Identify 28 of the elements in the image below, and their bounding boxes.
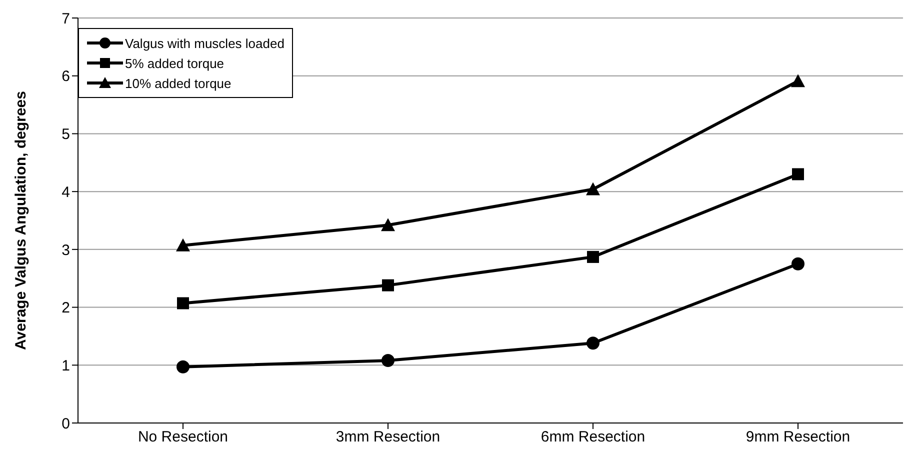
y-tick-label: 1 <box>62 357 70 374</box>
y-tick-label: 4 <box>62 184 70 201</box>
point <box>792 257 804 270</box>
point <box>791 74 805 88</box>
point <box>587 250 599 263</box>
point <box>176 238 190 252</box>
point <box>382 354 394 368</box>
x-tick-label: 6mm Resection <box>540 428 646 446</box>
x-tick-label: 3mm Resection <box>336 428 440 446</box>
point <box>176 360 190 374</box>
y-tick-label: 7 <box>62 10 70 28</box>
y-axis-title: Average Valgus Angulation, degrees <box>12 91 30 350</box>
x-tick-label: 9mm Resection <box>746 428 850 446</box>
y-tick-label: 6 <box>62 68 70 86</box>
legend-label: 10% added torque <box>125 76 232 90</box>
point <box>586 182 600 196</box>
legend-label: 5% added torque <box>125 56 224 70</box>
y-tick-label: 3 <box>62 242 70 259</box>
y-tick-label: 2 <box>62 300 70 317</box>
x-tick-label: No Resection <box>138 428 228 446</box>
point <box>177 297 189 310</box>
y-tick-label: 0 <box>62 415 70 432</box>
y-tick-label: 5 <box>62 126 70 144</box>
legend-label: Valgus with muscles loaded <box>125 36 284 50</box>
point <box>792 168 804 180</box>
point <box>382 279 394 292</box>
point <box>586 336 600 350</box>
point <box>381 218 395 232</box>
